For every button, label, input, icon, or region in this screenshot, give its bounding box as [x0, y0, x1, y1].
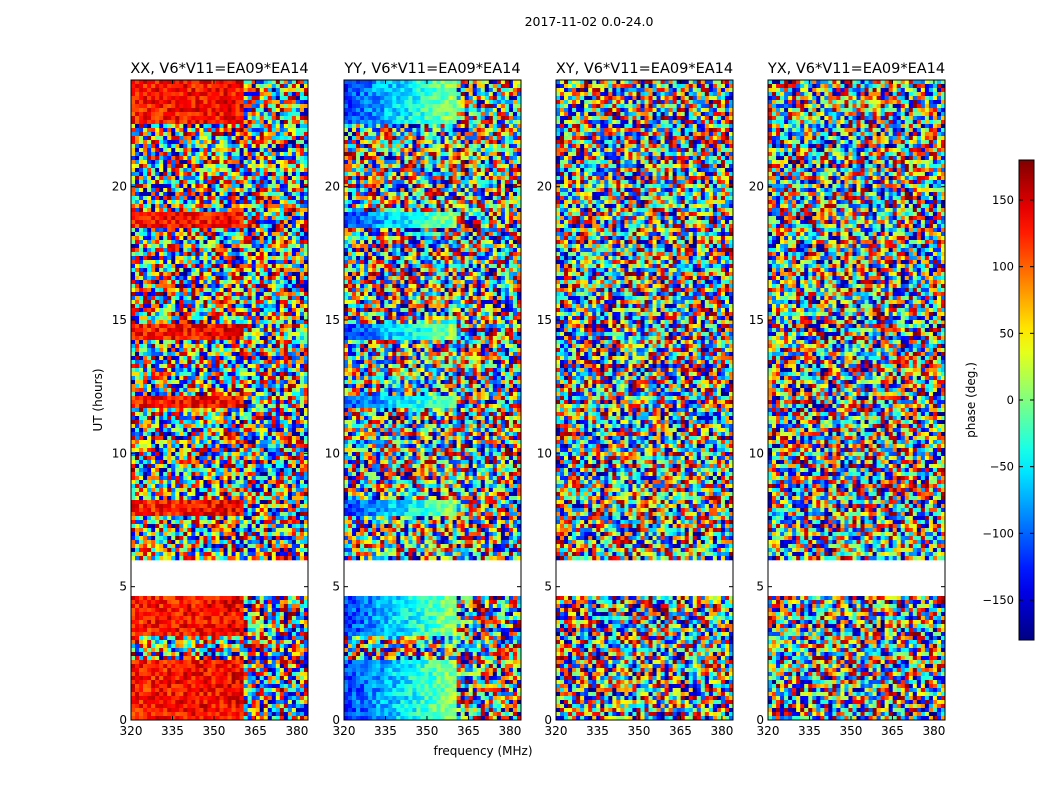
x-tick-label: 350: [840, 724, 863, 738]
y-tick-label: 0: [332, 713, 340, 727]
x-tick-label: 335: [586, 724, 609, 738]
y-tick-label: 5: [119, 580, 127, 594]
y-tick-label: 20: [325, 180, 340, 194]
y-tick-label: 15: [749, 313, 764, 327]
panel-title: XY, V6*V11=EA09*EA14: [556, 61, 733, 77]
y-axis-label: UT (hours): [91, 368, 105, 431]
x-tick-label: 350: [203, 724, 226, 738]
heatmap-cells: [556, 80, 733, 720]
y-tick-label: 10: [537, 446, 552, 460]
colorbar-tick-label: −100: [982, 526, 1014, 540]
x-tick-label: 365: [881, 724, 904, 738]
heatmap-cells: [768, 80, 945, 720]
y-tick-label: 20: [749, 180, 764, 194]
y-tick-label: 20: [112, 180, 127, 194]
x-tick-label: 335: [374, 724, 397, 738]
heatmap-cells: [344, 80, 521, 720]
y-tick-label: 20: [537, 180, 552, 194]
y-tick-label: 15: [112, 313, 127, 327]
y-tick-label: 0: [756, 713, 764, 727]
panel-title: YY, V6*V11=EA09*EA14: [343, 61, 520, 77]
x-axis-label: frequency (MHz): [433, 744, 532, 758]
x-tick-label: 335: [161, 724, 184, 738]
y-tick-label: 5: [332, 580, 340, 594]
colorbar-label: phase (deg.): [964, 362, 978, 438]
y-tick-label: 0: [119, 713, 127, 727]
x-tick-label: 365: [669, 724, 692, 738]
y-tick-label: 15: [537, 313, 552, 327]
y-tick-label: 0: [544, 713, 552, 727]
colorbar-tick-label: −50: [990, 460, 1014, 474]
colorbar-tick-label: 50: [999, 326, 1014, 340]
x-tick-label: 380: [285, 724, 308, 738]
x-tick-label: 350: [416, 724, 439, 738]
panel-title: YX, V6*V11=EA09*EA14: [767, 61, 945, 77]
x-tick-label: 350: [628, 724, 651, 738]
colorbar-tick-label: 0: [1007, 393, 1014, 407]
x-tick-label: 380: [922, 724, 945, 738]
x-tick-label: 365: [457, 724, 480, 738]
x-tick-label: 380: [710, 724, 733, 738]
x-tick-label: 365: [244, 724, 267, 738]
y-tick-label: 15: [325, 313, 340, 327]
panel-title: XX, V6*V11=EA09*EA14: [130, 61, 308, 77]
colorbar: −150 −100 −50 0 50 100 150 phase (deg.): [964, 160, 1034, 640]
heatmap-cells: [131, 80, 308, 720]
colorbar-tick-label: 150: [992, 193, 1014, 207]
colorbar-tick-label: −150: [982, 593, 1014, 607]
x-tick-label: 380: [498, 724, 521, 738]
y-tick-label: 5: [756, 580, 764, 594]
x-tick-label: 335: [798, 724, 821, 738]
y-tick-label: 10: [325, 446, 340, 460]
colorbar-tick-label: 100: [992, 260, 1014, 274]
y-tick-label: 5: [544, 580, 552, 594]
y-tick-label: 10: [749, 446, 764, 460]
figure-suptitle: 2017-11-02 0.0-24.0: [525, 14, 654, 29]
y-tick-label: 10: [112, 446, 127, 460]
